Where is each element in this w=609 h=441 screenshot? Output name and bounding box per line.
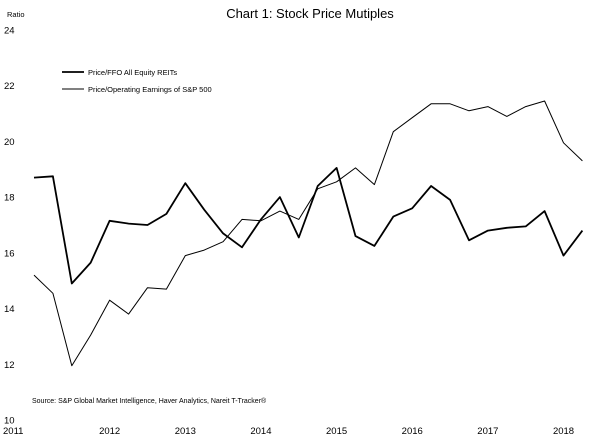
- chart-title: Chart 1: Stock Price Mutiples: [226, 6, 394, 21]
- sp500-pe-line: [33, 100, 583, 367]
- x-tick-label: 2013: [175, 426, 196, 437]
- x-tick-label: 2015: [326, 426, 347, 437]
- x-tick-label: 2011: [3, 426, 23, 437]
- series-lines: [33, 100, 584, 367]
- x-axis-ticks: 2011 2012 2013 2014 2015 2016 2017 2018: [3, 426, 574, 437]
- legend: Price/FFO All Equity REITs Price/Operatin…: [62, 68, 212, 94]
- x-tick-label: 2017: [477, 426, 498, 437]
- y-tick-label: 20: [4, 137, 15, 148]
- y-axis-label: Ratio: [7, 10, 25, 19]
- y-tick-label: 14: [4, 304, 15, 315]
- y-tick-label: 12: [4, 360, 15, 371]
- y-tick-label: 16: [4, 248, 15, 259]
- x-tick-label: 2016: [402, 426, 423, 437]
- legend-label: Price/FFO All Equity REITs: [88, 68, 177, 77]
- x-tick-label: 2012: [99, 426, 120, 437]
- x-tick-label: 2018: [553, 426, 574, 437]
- source-note: Source: S&P Global Market Intelligence, …: [32, 397, 267, 405]
- legend-label: Price/Operating Earnings of S&P 500: [88, 85, 212, 94]
- x-tick-label: 2014: [250, 426, 271, 437]
- y-tick-label: 22: [4, 81, 15, 92]
- reit-ffo-line: [33, 166, 584, 285]
- y-tick-label: 10: [4, 416, 15, 427]
- y-axis-ticks: 10 12 14 16 18 20 22 24: [4, 26, 15, 427]
- y-tick-label: 24: [4, 26, 15, 37]
- y-tick-label: 18: [4, 193, 15, 204]
